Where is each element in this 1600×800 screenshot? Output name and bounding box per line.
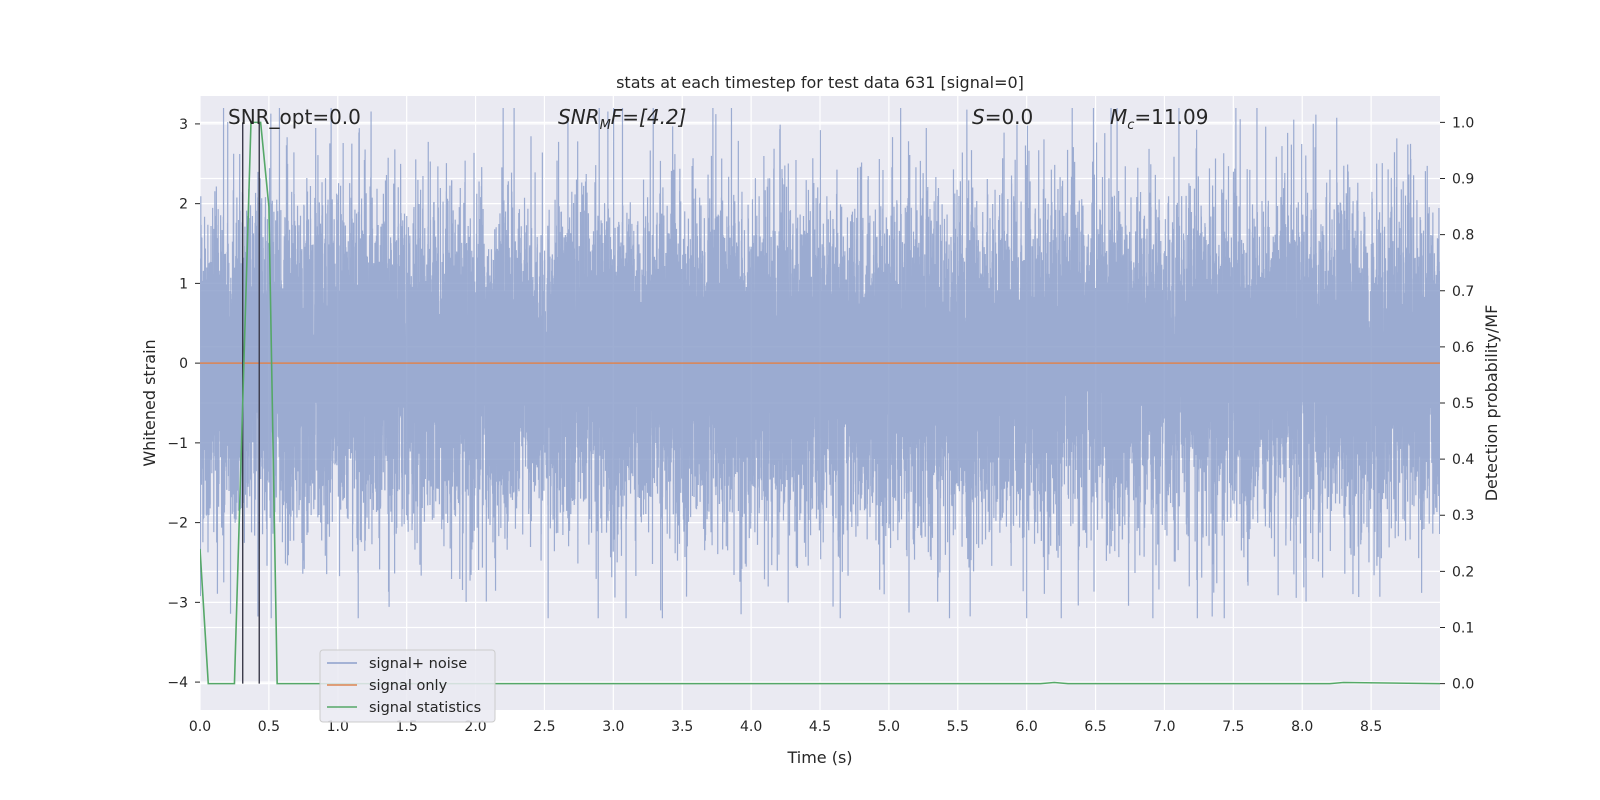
annotation-s: S=0.0 bbox=[972, 105, 1033, 129]
y-tick-right-0.9: 0.9 bbox=[1452, 172, 1474, 188]
annotation-snr-opt: SNR_opt=0.0 bbox=[228, 105, 361, 129]
x-tick-1.0: 1.0 bbox=[327, 719, 349, 735]
signal-noise-line bbox=[200, 107, 1440, 619]
annotation-mc-symbol: M bbox=[1110, 105, 1127, 129]
signal-noise-series bbox=[200, 107, 1440, 619]
legend-label-signal-statistics: signal statistics bbox=[369, 700, 481, 716]
y-tick-left-3: 3 bbox=[179, 117, 188, 133]
y-axis-label-left: Whitened strain bbox=[140, 339, 159, 466]
y-tick-left-−2: −2 bbox=[167, 516, 188, 532]
y-tick-right-0.3: 0.3 bbox=[1452, 508, 1474, 524]
annotation-s-rest: =0.0 bbox=[985, 105, 1034, 129]
legend: signal+ noise signal only signal statist… bbox=[319, 649, 496, 723]
x-tick-3.0: 3.0 bbox=[602, 719, 624, 735]
annotation-s-symbol: S bbox=[972, 105, 985, 129]
x-tick-1.5: 1.5 bbox=[396, 719, 418, 735]
annotation-snr-mf-sub: M bbox=[600, 118, 611, 133]
x-tick-5.0: 5.0 bbox=[878, 719, 900, 735]
x-tick-6.5: 6.5 bbox=[1084, 719, 1106, 735]
y-tick-left-0: 0 bbox=[179, 356, 188, 372]
x-tick-4.5: 4.5 bbox=[809, 719, 831, 735]
annotation-snr-mf-rest: F=[4.2] bbox=[611, 105, 687, 129]
legend-label-signal-only: signal only bbox=[369, 678, 448, 694]
axis-ticks: 0.0 0.5 1.0 1.5 2.0 2.5 3.0 3.5 4.0 4.5 5.0 5.5 6.0 6… bbox=[167, 115, 1474, 735]
y-tick-right-0.8: 0.8 bbox=[1452, 228, 1474, 244]
y-tick-right-0.6: 0.6 bbox=[1452, 340, 1474, 356]
annotation-mc-rest: =11.09 bbox=[1134, 105, 1208, 129]
x-axis-label: Time (s) bbox=[786, 748, 852, 767]
x-tick-0.5: 0.5 bbox=[258, 719, 280, 735]
x-tick-3.5: 3.5 bbox=[671, 719, 693, 735]
signal-statistics-series bbox=[200, 121, 1440, 685]
signal-statistics-line bbox=[200, 121, 1440, 685]
x-tick-4.0: 4.0 bbox=[740, 719, 762, 735]
x-tick-2.5: 2.5 bbox=[533, 719, 555, 735]
annotation-mc-sub: c bbox=[1127, 118, 1134, 133]
x-tick-5.5: 5.5 bbox=[947, 719, 969, 735]
chart-title: stats at each timestep for test data 631… bbox=[616, 73, 1024, 92]
x-tick-6.0: 6.0 bbox=[1016, 719, 1038, 735]
x-tick-7.5: 7.5 bbox=[1222, 719, 1244, 735]
annotation-snr-mf-symbol: SNR bbox=[558, 105, 600, 129]
y-tick-right-0.0: 0.0 bbox=[1452, 677, 1474, 693]
legend-box bbox=[319, 649, 496, 723]
y-tick-left-2: 2 bbox=[179, 197, 188, 213]
x-tick-2.0: 2.0 bbox=[464, 719, 486, 735]
y-tick-right-1.0: 1.0 bbox=[1452, 115, 1474, 131]
annotation-snr-mf: SNRMF=[4.2] bbox=[558, 105, 686, 133]
y-tick-right-0.7: 0.7 bbox=[1452, 284, 1474, 300]
y-tick-right-0.4: 0.4 bbox=[1452, 452, 1474, 468]
y-tick-left-−3: −3 bbox=[167, 595, 188, 611]
y-tick-left-−1: −1 bbox=[167, 436, 188, 452]
legend-label-signal-noise: signal+ noise bbox=[369, 656, 467, 672]
x-tick-8.0: 8.0 bbox=[1291, 719, 1313, 735]
y-axis-label-right: Detection probability/MF bbox=[1482, 305, 1501, 502]
y-tick-right-0.2: 0.2 bbox=[1452, 564, 1474, 580]
annotation-mc: Mc=11.09 bbox=[1110, 105, 1208, 133]
x-tick-0.0: 0.0 bbox=[189, 719, 211, 735]
y-tick-left-−4: −4 bbox=[167, 675, 188, 691]
y-tick-right-0.1: 0.1 bbox=[1452, 620, 1474, 636]
x-tick-8.5: 8.5 bbox=[1360, 719, 1382, 735]
x-tick-7.0: 7.0 bbox=[1153, 719, 1175, 735]
y-tick-left-1: 1 bbox=[179, 276, 188, 292]
y-tick-right-0.5: 0.5 bbox=[1452, 396, 1474, 412]
